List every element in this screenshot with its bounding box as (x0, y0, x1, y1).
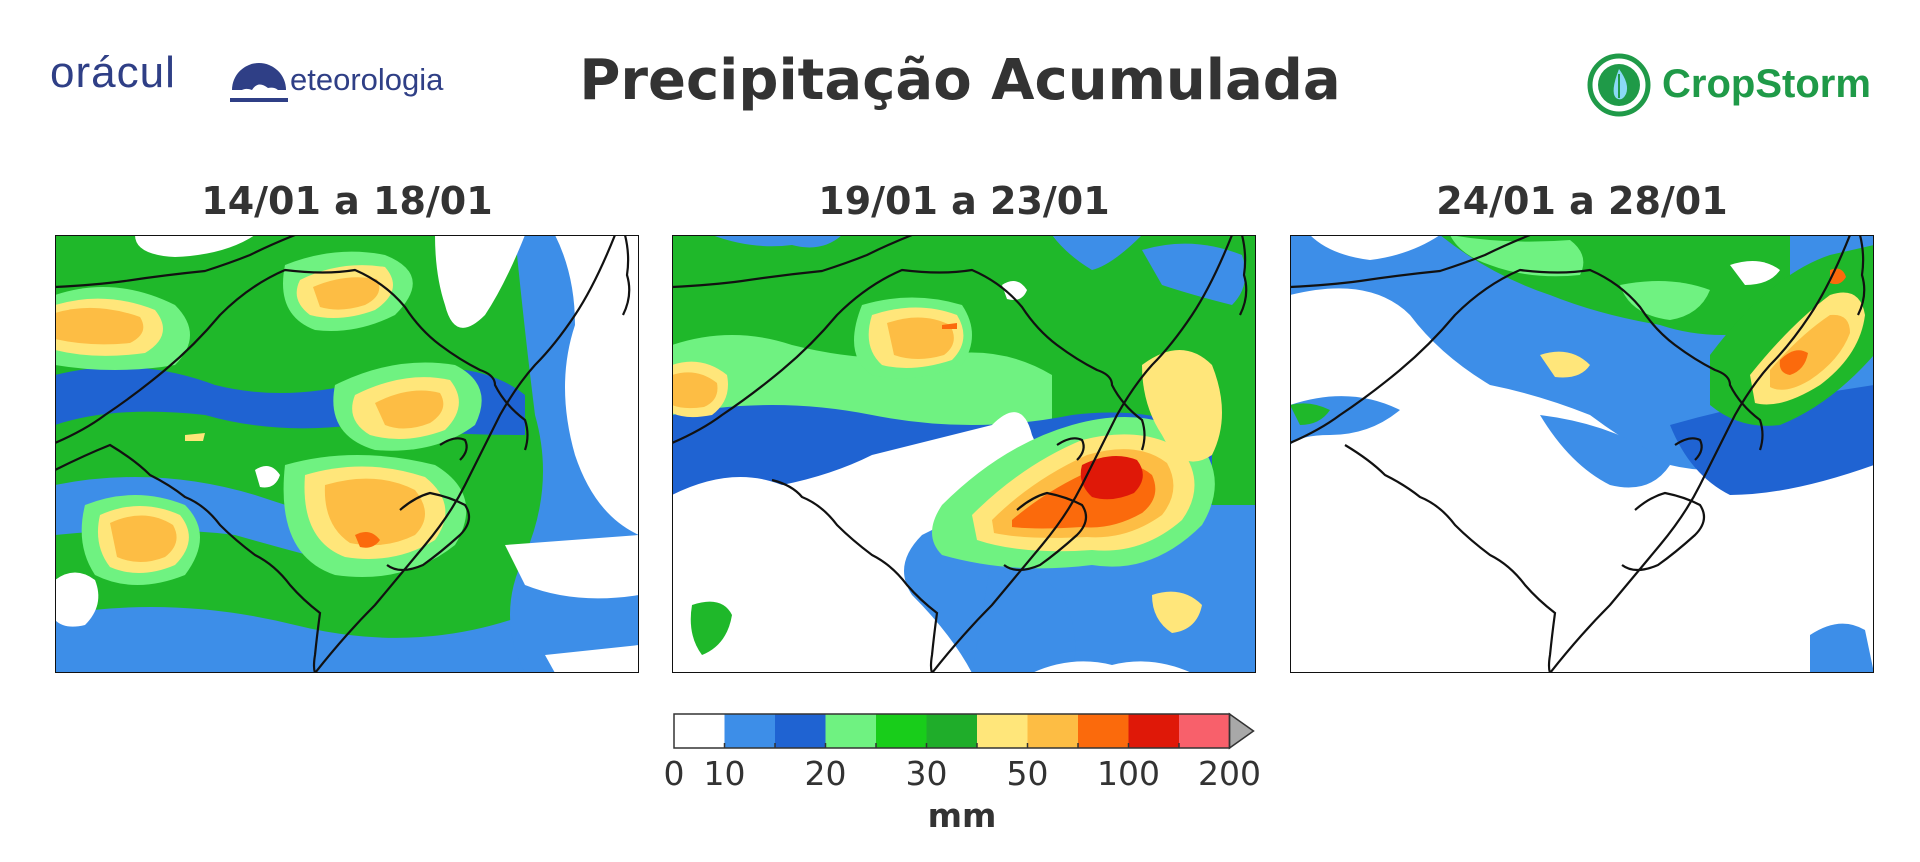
colorbar-tick-label: 50 (1006, 754, 1049, 793)
colorbar-outline (673, 713, 1231, 749)
colorbar-bin (1027, 714, 1078, 748)
colorbar-tick-label: 30 (905, 754, 948, 793)
colorbar-unit: mm (927, 796, 997, 835)
colorbar-legend: 0 10 20 30 50 100 200 mm (664, 712, 1272, 862)
colorbar-tick-label: 10 (703, 754, 746, 793)
colorbar-bin (825, 714, 876, 748)
colorbar-bin (876, 714, 927, 748)
colorbar-bin (1078, 714, 1129, 748)
colorbar-tick-label: 20 (804, 754, 847, 793)
colorbar-bin (977, 714, 1028, 748)
colorbar-bin (1128, 714, 1179, 748)
panel-title-2: 19/01 a 23/01 (818, 179, 1110, 223)
panel-title-1: 14/01 a 18/01 (201, 179, 493, 223)
map-panel-1: 14/01 a 18/01 (55, 175, 639, 673)
cloud-dome-icon (230, 63, 288, 102)
cropstorm-logo-name: CropStorm (1662, 62, 1871, 106)
precip-map-1 (55, 235, 639, 673)
colorbar-bin (674, 714, 725, 748)
colorbar-tick-label: 0 (663, 754, 685, 793)
colorbar-overflow-arrow (1228, 712, 1255, 750)
colorbar-bins (673, 712, 1255, 750)
cropstorm-logo: CropStorm (1586, 52, 1886, 122)
leaf-drop-icon (1587, 53, 1651, 117)
oraculo-logo: orácul eteorologia (50, 48, 470, 118)
oraculo-logo-tail: eteorologia (290, 62, 444, 97)
precip-map-3 (1290, 235, 1874, 673)
map-panel-3: 24/01 a 28/01 (1290, 175, 1874, 673)
page-title: Precipitação Acumulada (579, 48, 1341, 113)
panel-title-3: 24/01 a 28/01 (1436, 179, 1728, 223)
map-panel-2: 19/01 a 23/01 (672, 175, 1256, 673)
precip-map-2 (672, 235, 1256, 673)
colorbar-tick-label: 200 (1198, 754, 1261, 793)
colorbar-bin (1179, 714, 1230, 748)
colorbar-bin (926, 714, 977, 748)
colorbar-tick-label: 100 (1097, 754, 1160, 793)
colorbar-bin (724, 714, 775, 748)
colorbar-bin (775, 714, 826, 748)
oraculo-logo-brand: orácul (50, 48, 176, 97)
